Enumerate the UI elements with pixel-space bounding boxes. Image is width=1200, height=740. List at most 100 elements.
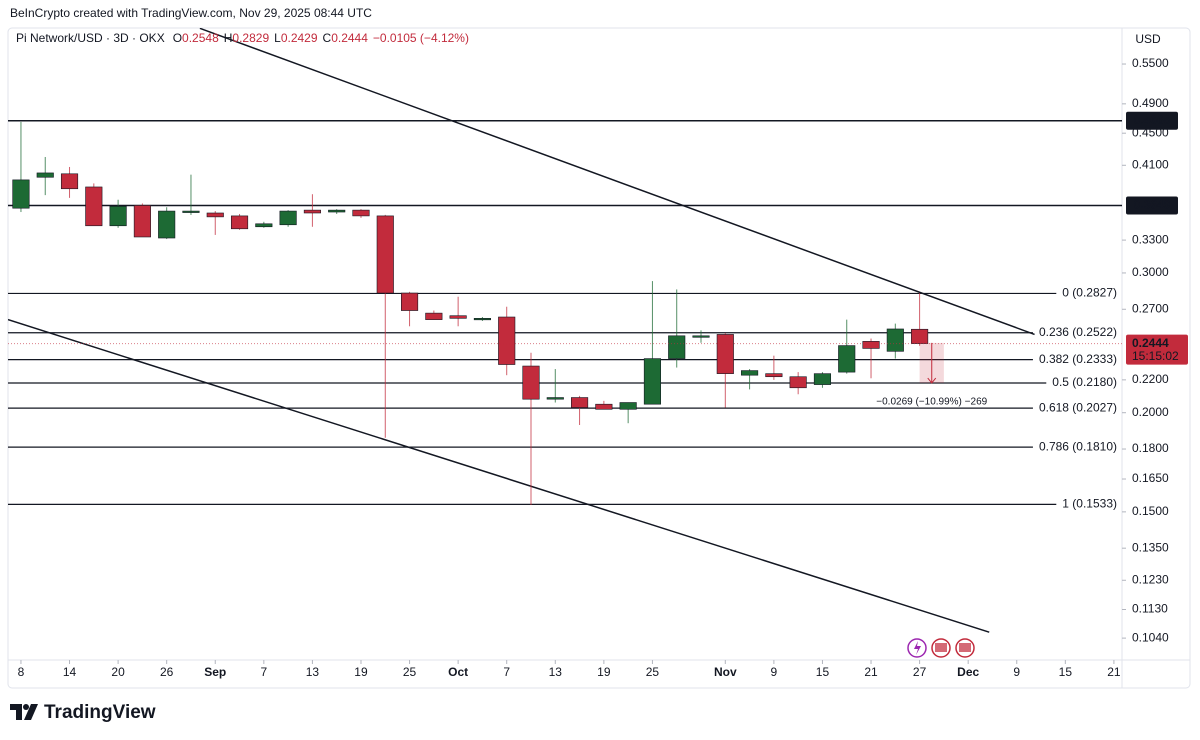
candle-body [401,292,419,311]
candle-body [595,403,613,410]
x-tick-label: 15 [1059,665,1073,679]
measure-arrow [927,342,937,384]
candle-body [813,373,832,385]
y-tick-label: 0.1800 [1132,441,1169,455]
candle-body [328,209,346,213]
x-tick-label: 14 [63,665,77,679]
y-tick-label: 0.1130 [1132,602,1168,616]
candle-body [473,318,491,321]
price-tag [1126,111,1178,130]
candle-body [789,376,807,389]
chart-frame [7,27,1191,689]
price-tag [1126,196,1178,215]
candle-body [230,215,249,230]
trendline [199,28,1035,336]
x-tick-label: 19 [597,665,611,679]
fib-label: 0.618 (0.2027) [1039,400,1117,414]
candle-body [60,173,79,190]
candle-body [911,328,929,344]
countdown: 15:15:02 [1132,349,1179,363]
x-tick-label: Sep [204,665,226,679]
candle-body [206,212,224,218]
candle-body [692,335,710,338]
y-tick-label: 0.1350 [1132,540,1169,554]
ohlc-label: L [274,31,281,45]
y-tick-label: 0.2700 [1132,301,1169,315]
candle-body [182,210,200,213]
candle-body [643,358,661,405]
x-tick-label: 7 [503,665,510,679]
y-tick-label: 0.2000 [1132,405,1169,419]
candle-body [12,179,30,209]
x-tick-label: 9 [771,665,778,679]
x-tick-label: Dec [957,665,979,679]
candle-body [449,315,467,319]
candle-body [668,335,686,359]
fib-label: 1 (0.1533) [1062,497,1117,511]
x-tick-label: 20 [111,665,125,679]
brand-name: TradingView [44,702,156,723]
ohlc-value: 0.2548 [182,31,219,45]
candle-body [862,341,880,349]
candle-body [36,172,54,178]
y-tick-label: 0.1500 [1132,504,1169,518]
event-icons [907,638,975,658]
change-value: −0.0105 (−4.12%) [373,31,469,45]
x-tick-label: Oct [448,665,468,679]
ohlc-value: 0.2429 [281,31,318,45]
candle-body [546,397,564,400]
candle-body [352,209,370,217]
candle-body [522,365,540,400]
current-price-label: 0.2444 [1132,336,1169,350]
candle-body [571,397,589,408]
y-tick-label: 0.1040 [1132,630,1169,644]
fib-label: 0.5 (0.2180) [1052,375,1117,389]
currency: USD [1135,32,1161,46]
y-tick-label: 0.3000 [1132,265,1169,279]
x-tick-label: 26 [160,665,174,679]
measure-label: −0.0269 (−10.99%) −269 [876,397,987,408]
ohlc-label: O [173,31,182,45]
x-tick-label: 19 [354,665,368,679]
candle-body [765,373,783,378]
y-tick-label: 0.3300 [1132,232,1169,246]
y-tick-label: 0.5500 [1132,56,1169,70]
candle-body [85,186,103,227]
symbol-header: Pi Network/USD · 3D · OKX O0.2548 H0.2829 L… [16,31,469,45]
y-tick-label: 0.1650 [1132,471,1169,485]
x-tick-label: 21 [1107,665,1121,679]
candle-body [255,223,273,228]
y-tick-label: 0.4900 [1132,96,1169,110]
x-tick-label: 8 [18,665,25,679]
fib-label: 0.382 (0.2333) [1039,352,1117,366]
x-tick-label: 21 [864,665,878,679]
symbol-title: Pi Network/USD · 3D · OKX [16,31,165,45]
brand-logo [10,704,38,720]
ohlc-value: 0.2444 [331,31,368,45]
x-tick-label: 27 [913,665,927,679]
trendline [8,318,990,633]
plot [8,28,1122,633]
candle-body [741,370,759,376]
candle-body [158,210,176,239]
candle-body [886,328,904,352]
x-tick-label: 9 [1013,665,1020,679]
ohlc-label: H [224,31,233,45]
x-tick-label: 15 [816,665,830,679]
ohlc-value: 0.2829 [232,31,269,45]
candle-body [619,402,637,410]
attribution: BeInCrypto created with TradingView.com,… [10,6,372,20]
x-tick-label: 25 [403,665,417,679]
x-tick-label: 7 [260,665,267,679]
candle-body [498,316,516,365]
price-tag-label: 0.3649 [1134,198,1171,212]
candle-body [425,312,443,320]
candle-body [303,209,321,214]
fib-label: 0.236 (0.2522) [1039,325,1117,339]
x-tick-label: 25 [646,665,660,679]
candle-body [376,215,394,294]
candle-body [279,210,297,226]
x-tick-label: Nov [714,665,737,679]
